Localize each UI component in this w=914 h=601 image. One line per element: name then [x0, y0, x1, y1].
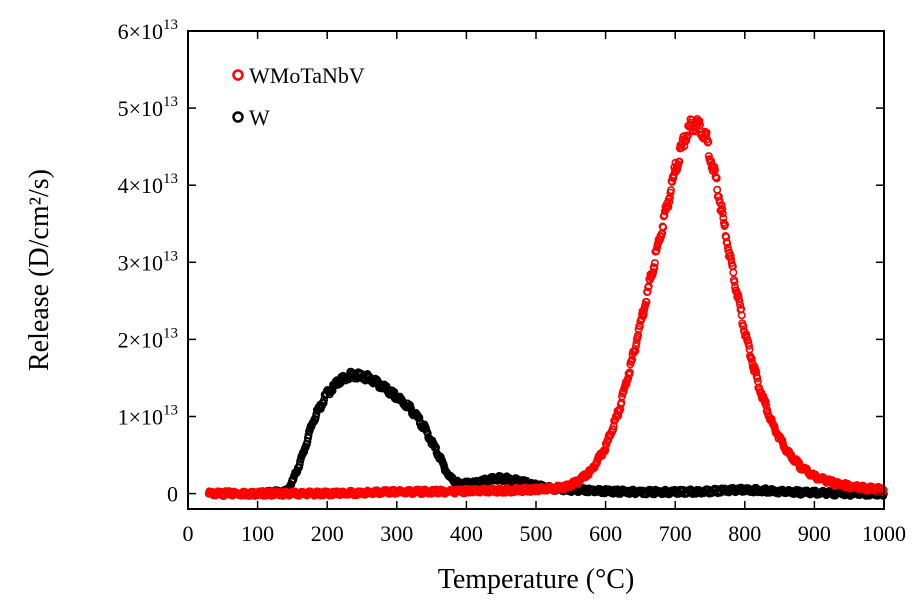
- data-point: [736, 300, 745, 309]
- data-point: [665, 193, 674, 202]
- y-tick-label: 5×1013: [118, 94, 178, 121]
- data-point: [631, 342, 640, 351]
- legend-label-w: W: [249, 105, 270, 130]
- y-tick-label: 0: [167, 482, 178, 507]
- data-point: [753, 374, 762, 383]
- data-point: [675, 157, 684, 166]
- x-tick-label: 1000: [862, 521, 906, 546]
- legend: WMoTaNbV W: [232, 63, 365, 130]
- x-tick-label: 700: [659, 521, 692, 546]
- data-point: [639, 309, 648, 318]
- y-tick-label: 4×1013: [118, 171, 178, 198]
- y-tick-label: 2×1013: [118, 325, 178, 352]
- x-axis-title: Temperature (°C): [438, 564, 635, 595]
- y-axis-title: Release (D/cm²/s): [24, 169, 55, 371]
- data-point: [673, 165, 682, 174]
- x-tick-label: 900: [798, 521, 831, 546]
- data-point: [704, 137, 713, 146]
- data-point: [653, 243, 662, 252]
- y-tick-label: 1×1013: [118, 402, 178, 429]
- data-point: [664, 203, 673, 212]
- x-tick-label: 0: [183, 521, 194, 546]
- data-point: [667, 186, 676, 195]
- y-axis: 0 1×1013 2×1013 3×1013 4×1013 5×1013 6×1013: [118, 17, 884, 507]
- y-tick-label: 3×1013: [118, 248, 178, 275]
- x-tick-label: 800: [728, 521, 761, 546]
- data-point: [642, 298, 651, 307]
- data-point: [744, 341, 753, 350]
- data-point: [718, 205, 727, 214]
- data-point: [747, 354, 756, 363]
- legend-marker-w: [232, 111, 244, 123]
- data-point: [609, 425, 618, 434]
- data-point: [640, 305, 649, 314]
- data-point: [614, 411, 623, 420]
- x-tick-label: 100: [241, 521, 274, 546]
- x-tick-label: 600: [589, 521, 622, 546]
- data-point: [761, 397, 770, 406]
- data-point: [650, 263, 659, 272]
- data-point: [631, 346, 640, 355]
- x-tick-label: 200: [311, 521, 344, 546]
- data-point: [625, 368, 634, 377]
- data-point: [717, 201, 726, 210]
- data-point: [682, 136, 691, 145]
- data-point: [735, 297, 744, 306]
- x-axis: 0 100 200 300 400 500 600 700 800 900 1000: [183, 31, 906, 546]
- data-point: [695, 117, 704, 126]
- data-point: [726, 251, 735, 260]
- data-point: [737, 311, 746, 320]
- data-point: [710, 163, 719, 172]
- legend-label-wmotanbv: WMoTaNbV: [249, 63, 365, 88]
- data-point: [319, 399, 328, 408]
- data-point: [669, 174, 678, 183]
- data-point: [683, 131, 692, 140]
- data-point: [649, 268, 658, 277]
- data-point: [878, 484, 887, 493]
- data-point: [723, 239, 732, 248]
- data-point: [712, 174, 721, 183]
- data-point: [650, 259, 659, 268]
- data-point: [721, 220, 730, 229]
- x-tick-label: 400: [450, 521, 483, 546]
- legend-item-wmotanbv: WMoTaNbV: [232, 63, 365, 88]
- data-point: [665, 197, 674, 206]
- x-tick-label: 300: [380, 521, 413, 546]
- x-tick-label: 500: [520, 521, 553, 546]
- series-wmotanbv: [204, 115, 888, 500]
- legend-item-w: W: [232, 105, 270, 130]
- data-point: [628, 355, 637, 364]
- data-point: [729, 268, 738, 277]
- data-point: [730, 277, 739, 286]
- legend-marker-wmotanbv: [232, 69, 244, 81]
- data-point: [668, 177, 677, 186]
- series-layer: [204, 115, 888, 500]
- y-tick-label: 6×1013: [118, 17, 178, 44]
- data-point: [718, 209, 727, 218]
- data-point: [659, 223, 668, 232]
